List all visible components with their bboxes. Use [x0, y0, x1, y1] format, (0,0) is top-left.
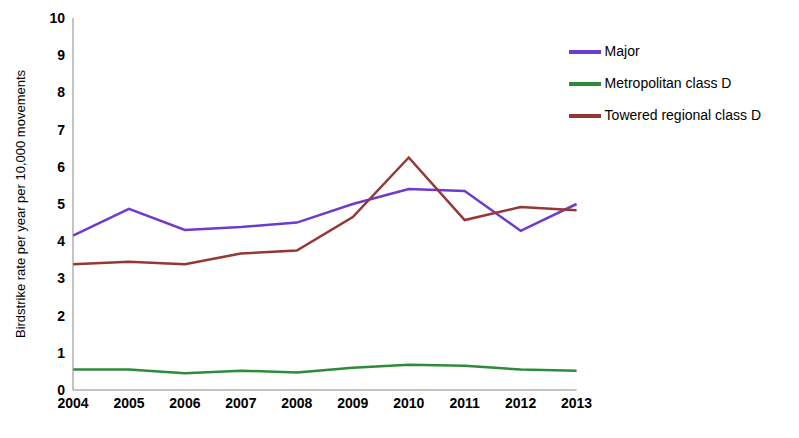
svg-text:2007: 2007: [225, 395, 256, 411]
svg-text:2012: 2012: [505, 395, 536, 411]
svg-text:2: 2: [57, 308, 65, 324]
html-text:Towered regional class D: Towered regional class D: [604, 106, 761, 123]
svg-text:2011: 2011: [449, 395, 480, 411]
svg-text:3: 3: [57, 270, 65, 286]
svg-text:2013: 2013: [561, 395, 592, 411]
svg-text:9: 9: [57, 47, 65, 63]
svg-text:10: 10: [49, 10, 65, 26]
svg-text:8: 8: [57, 84, 65, 100]
svg-text:0: 0: [57, 382, 65, 398]
svg-text:2005: 2005: [113, 395, 144, 411]
svg-text:Birdstrike rate per year per 1: Birdstrike rate per year per 10,000 move…: [13, 69, 28, 338]
svg-text:7: 7: [57, 122, 65, 138]
svg-text:2008: 2008: [281, 395, 312, 411]
svg-text:2010: 2010: [393, 395, 424, 411]
svg-text:2009: 2009: [337, 395, 368, 411]
html-text:Metropolitan class D: Metropolitan class D: [604, 74, 732, 91]
html-text:Major: Major: [604, 42, 640, 59]
svg-text:4: 4: [57, 233, 65, 249]
svg-text:6: 6: [57, 159, 65, 175]
svg-text:5: 5: [57, 196, 65, 212]
svg-text:1: 1: [57, 345, 65, 361]
svg-text:2004: 2004: [57, 394, 89, 411]
svg-text:2006: 2006: [169, 395, 200, 411]
